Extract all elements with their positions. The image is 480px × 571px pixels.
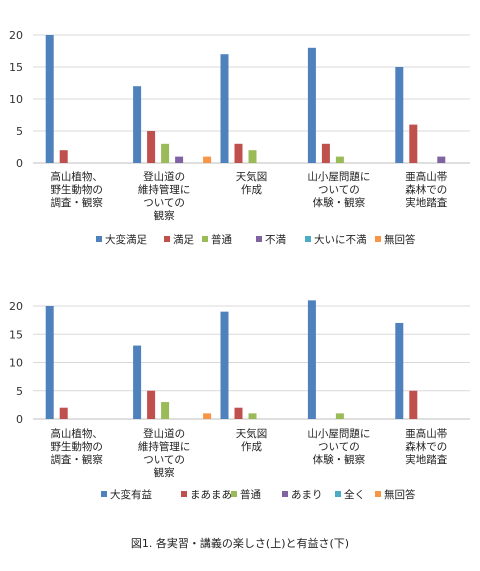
category-label: 高山植物、野生動物の調査・観察 — [50, 170, 103, 209]
legend-swatch — [181, 491, 187, 497]
category-label: 天気図作成 — [236, 170, 268, 196]
figure-caption: 図1. 各実習・講義の楽しさ(上)と有益さ(下) — [131, 536, 349, 550]
bar — [147, 131, 156, 163]
legend-label: 満足 — [173, 234, 194, 246]
y-tick-label: 15 — [9, 61, 23, 74]
bar — [161, 143, 170, 163]
legend-swatch — [101, 491, 107, 497]
bar — [248, 150, 257, 163]
y-tick-label: 0 — [16, 157, 23, 170]
legend-swatch — [256, 236, 262, 242]
legend-label: まあまあ — [190, 489, 232, 501]
bar — [248, 413, 257, 419]
category-label: 天気図作成 — [236, 427, 268, 453]
legend-label: 普通 — [211, 233, 232, 246]
legend-swatch — [375, 236, 381, 242]
legend-swatch — [282, 491, 288, 497]
legend-label: 大変有益 — [110, 488, 152, 501]
category-label: 亜高山帯森林での実地踏査 — [405, 170, 447, 209]
legend-swatch — [202, 236, 208, 242]
y-tick-label: 10 — [9, 357, 23, 370]
y-tick-label: 5 — [16, 125, 23, 138]
legend-label: 普通 — [240, 488, 261, 501]
legend-label: 大変満足 — [105, 233, 147, 246]
bar — [321, 143, 330, 163]
bar — [203, 156, 212, 163]
bar — [133, 345, 142, 419]
legend-swatch — [164, 236, 170, 242]
y-tick-label: 15 — [9, 328, 23, 341]
bar — [307, 47, 316, 163]
legend-swatch — [96, 236, 102, 242]
bar — [203, 413, 212, 419]
bar — [133, 86, 142, 163]
category-label: 山小屋問題についての体験・観察 — [307, 428, 370, 466]
legend-label: 無回答 — [384, 233, 416, 246]
legend-swatch — [375, 491, 381, 497]
bar — [220, 54, 229, 164]
legend-label: 不満 — [265, 234, 286, 246]
bar — [147, 390, 156, 419]
legend-label: 全く — [344, 488, 365, 501]
bar — [437, 156, 446, 163]
y-tick-label: 10 — [9, 93, 23, 106]
bar — [409, 124, 418, 163]
bar — [59, 407, 68, 419]
bar — [45, 35, 54, 163]
y-tick-label: 0 — [16, 413, 23, 426]
bar — [335, 413, 344, 419]
y-tick-label: 5 — [16, 385, 23, 398]
y-tick-label: 20 — [9, 300, 23, 313]
bar — [307, 300, 316, 419]
legend: 大変満足 満足 普通 不満 大いに不満 無回答 — [96, 233, 416, 246]
bar — [234, 407, 243, 419]
bar — [234, 143, 243, 163]
legend-label: 無回答 — [384, 488, 416, 501]
bar — [175, 156, 184, 163]
bar — [220, 311, 229, 419]
category-label: 山小屋問題についての体験・観察 — [307, 171, 370, 209]
category-label: 亜高山帯森林での実地踏査 — [405, 427, 447, 466]
bar — [161, 402, 170, 419]
category-label: 登山道の維持管理についての観察 — [138, 427, 191, 479]
bar — [409, 390, 418, 419]
legend: 大変有益 まあまあ 普通 あまり 全く 無回答 — [101, 488, 416, 501]
legend-swatch — [335, 491, 341, 497]
legend-label: あまり — [291, 489, 323, 501]
category-label: 高山植物、野生動物の調査・観察 — [50, 427, 103, 466]
category-label: 登山道の維持管理についての観察 — [138, 170, 191, 222]
legend-swatch — [305, 236, 311, 242]
legend-label: 大いに不満 — [314, 233, 367, 246]
bar — [395, 67, 404, 163]
bar — [59, 150, 68, 163]
bar — [395, 322, 404, 419]
y-tick-label: 20 — [9, 29, 23, 42]
legend-swatch — [231, 491, 237, 497]
bar — [45, 306, 54, 419]
bar — [335, 156, 344, 163]
